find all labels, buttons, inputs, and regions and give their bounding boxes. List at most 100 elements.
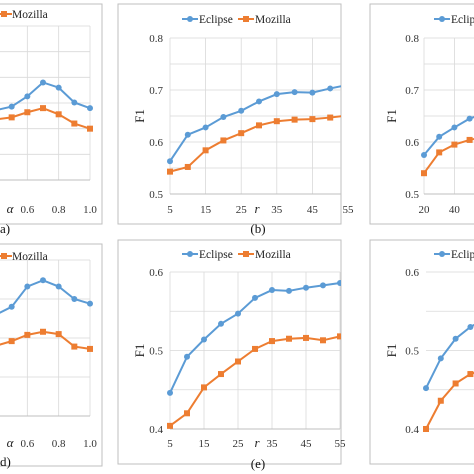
data-point-eclipse xyxy=(71,296,78,302)
data-point-mozilla xyxy=(55,111,62,118)
x-tick-label: 5 xyxy=(167,204,173,216)
legend-label: Mozilla xyxy=(255,14,291,26)
panel-frame xyxy=(0,243,103,467)
data-point-eclipse xyxy=(256,98,262,105)
legend-label: Eclipse xyxy=(451,14,474,26)
legend-label: Eclipse xyxy=(451,249,474,261)
y-tick-label: 0.6 xyxy=(405,137,419,149)
data-point-mozilla xyxy=(24,109,31,116)
data-point-eclipse xyxy=(320,282,326,289)
x-tick-label: 0.6 xyxy=(20,204,34,216)
data-point-eclipse xyxy=(218,320,224,327)
data-point-eclipse xyxy=(220,114,227,121)
series-line-mozilla xyxy=(425,371,474,430)
y-tick-label: 0.4 xyxy=(405,424,419,436)
panel-caption: d) xyxy=(0,454,11,469)
x-tick-label: 35 xyxy=(267,438,279,450)
data-point-eclipse xyxy=(235,310,241,317)
data-point-eclipse xyxy=(437,355,444,362)
data-point-mozilla xyxy=(218,371,224,378)
data-point-mozilla xyxy=(269,338,275,345)
data-point-mozilla xyxy=(436,149,443,156)
data-point-mozilla xyxy=(337,333,341,340)
data-point-mozilla xyxy=(184,163,191,170)
data-point-eclipse xyxy=(273,91,280,98)
data-point-mozilla xyxy=(202,147,209,154)
data-point-eclipse xyxy=(40,79,46,86)
x-tick-label: 5 xyxy=(167,438,173,450)
data-point-mozilla xyxy=(273,118,280,125)
data-point-mozilla xyxy=(451,141,458,148)
data-point-eclipse xyxy=(303,284,309,291)
x-tick-label: 45 xyxy=(301,438,313,450)
data-point-mozilla xyxy=(71,343,78,350)
data-point-eclipse xyxy=(337,279,341,286)
legend-label: Mozilla xyxy=(12,9,48,21)
legend-marker xyxy=(439,251,445,257)
data-point-mozilla xyxy=(87,125,93,132)
x-tick-label: 1.0 xyxy=(83,204,97,216)
data-point-mozilla xyxy=(256,122,262,129)
legend-label: Eclipse xyxy=(199,249,233,261)
data-point-mozilla xyxy=(40,328,46,335)
y-tick-label: 0.4 xyxy=(149,424,163,436)
data-point-eclipse xyxy=(71,99,78,106)
data-point-eclipse xyxy=(345,82,351,88)
chart-panel-d: 0.6 0.8 1.0 α Mozilla d) xyxy=(0,243,103,469)
panel-caption: (b) xyxy=(250,221,265,236)
data-point-mozilla xyxy=(309,116,316,123)
data-point-eclipse xyxy=(8,103,15,110)
x-axis-label: α xyxy=(7,435,15,450)
panel-frame xyxy=(369,239,474,465)
legend-label: Mozilla xyxy=(255,249,291,261)
x-tick-label: 0.6 xyxy=(20,438,34,450)
data-point-eclipse xyxy=(286,287,292,294)
plot-area xyxy=(0,25,93,181)
x-axis-label: α xyxy=(7,201,15,216)
data-point-mozilla xyxy=(167,422,173,429)
data-point-eclipse xyxy=(466,115,473,122)
legend-marker xyxy=(187,16,193,22)
x-tick-label: 20 xyxy=(419,204,431,216)
panel-frame xyxy=(369,3,474,225)
x-tick-label: 25 xyxy=(233,438,245,450)
panel-frame xyxy=(0,3,103,225)
data-point-mozilla xyxy=(437,397,444,404)
data-point-eclipse xyxy=(421,152,427,158)
data-point-mozilla xyxy=(201,384,207,391)
data-point-mozilla xyxy=(8,338,15,345)
y-tick-label: 0.6 xyxy=(149,137,163,149)
y-tick-label: 0.5 xyxy=(405,189,419,201)
data-point-eclipse xyxy=(87,105,93,112)
y-axis-label: F1 xyxy=(384,109,399,123)
data-point-mozilla xyxy=(286,335,292,342)
chart-panel-e: 0.4 0.5 0.6 F1 5 15 25 35 45 55 r Eclipse Mozilla (e) xyxy=(117,239,346,471)
x-tick-label: 25 xyxy=(236,204,248,216)
data-point-eclipse xyxy=(202,124,209,131)
data-point-eclipse xyxy=(24,283,31,290)
chart-panel-a: 0.6 0.8 1.0 α Mozilla a) xyxy=(0,3,103,236)
data-point-mozilla xyxy=(467,371,474,378)
y-tick-label: 0.8 xyxy=(405,33,419,45)
data-point-mozilla xyxy=(167,168,173,175)
data-point-mozilla xyxy=(184,410,190,417)
data-point-mozilla xyxy=(252,345,258,352)
data-point-mozilla xyxy=(8,114,15,121)
data-point-eclipse xyxy=(40,277,46,284)
data-point-eclipse xyxy=(309,89,316,96)
data-point-eclipse xyxy=(201,336,207,343)
data-point-mozilla xyxy=(327,114,334,121)
series-line-eclipse xyxy=(423,116,474,156)
plot-area xyxy=(167,271,341,430)
y-tick-label: 0.8 xyxy=(149,33,163,45)
data-point-mozilla xyxy=(423,426,429,432)
data-point-mozilla xyxy=(24,331,31,338)
plot-area xyxy=(167,37,351,195)
data-point-mozilla xyxy=(291,116,298,123)
y-tick-label: 0.5 xyxy=(405,346,419,358)
data-point-mozilla xyxy=(421,170,427,177)
x-axis-label: r xyxy=(254,201,260,216)
legend-label: Eclipse xyxy=(199,14,233,26)
y-tick-label: 0.5 xyxy=(149,189,163,201)
series-line-eclipse xyxy=(425,323,474,389)
